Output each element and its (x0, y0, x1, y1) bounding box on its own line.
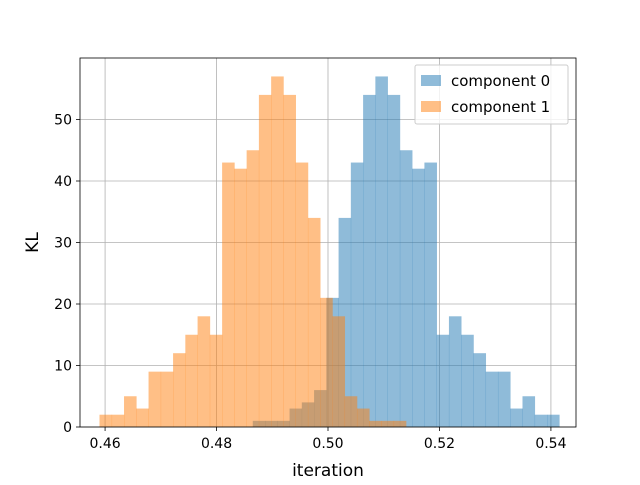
series-0-bar-12 (399, 150, 413, 427)
legend-swatch-0 (421, 75, 441, 86)
x-tick-label-2: 0.50 (312, 436, 343, 452)
series-1-bar-10 (222, 162, 235, 428)
series-0-bar-10 (375, 76, 388, 427)
series-0-bar-8 (350, 162, 364, 428)
series-1-bar-21 (356, 408, 370, 427)
legend-label-0: component 0 (451, 72, 550, 90)
x-tick-label-0: 0.46 (89, 436, 120, 452)
series-0-bar-21 (510, 408, 523, 427)
series-0-bar-13 (412, 168, 425, 427)
y-tick-label-2: 20 (54, 297, 72, 313)
series-0-bar-17 (461, 334, 474, 427)
x-tick-label-3: 0.52 (424, 436, 455, 452)
series-1-bar-5 (160, 371, 174, 427)
series-1-bar-11 (234, 168, 247, 427)
series-0-bar-23 (534, 414, 548, 427)
series-1-bar-3 (136, 408, 149, 427)
legend-swatch-1 (421, 101, 441, 112)
series-1-bar-0 (99, 414, 113, 427)
series-1-bar-9 (209, 334, 223, 427)
y-tick-label-4: 40 (54, 174, 72, 190)
y-tick-label-0: 0 (63, 420, 72, 436)
series-1-bar-8 (197, 316, 211, 427)
bars-layer (99, 76, 560, 428)
series-0-bar-19 (485, 371, 499, 427)
series-1-bar-18 (320, 297, 333, 427)
series-0-bar-9 (363, 94, 376, 428)
series-1-bar-6 (173, 353, 186, 427)
series-1-bar-1 (111, 414, 125, 427)
series-1-bar-2 (124, 396, 137, 427)
series-1-bar-23 (381, 420, 395, 427)
series-0-bar-14 (424, 162, 437, 428)
x-tick-label-4: 0.54 (535, 436, 566, 452)
series-0-bar-20 (497, 371, 511, 427)
series-0-bar-24 (547, 414, 560, 427)
series-1-bar-22 (369, 420, 382, 427)
series-0-bar-16 (448, 316, 462, 427)
y-tick-label-3: 30 (54, 236, 72, 252)
series-0-bar-22 (522, 396, 536, 427)
legend: component 0 component 1 (414, 64, 569, 125)
legend-frame (414, 64, 569, 125)
series-0-bar-11 (387, 94, 401, 428)
series-1-bar-24 (393, 420, 407, 427)
y-tick-label-5: 50 (54, 113, 72, 129)
y-tick-label-1: 10 (54, 359, 72, 375)
series-1-bar-16 (295, 162, 309, 428)
x-tick-label-1: 0.48 (201, 436, 232, 452)
series-0-bar-18 (473, 353, 487, 427)
series-1-bar-14 (271, 76, 284, 427)
series-1-bar-12 (246, 150, 260, 427)
series-0-bar-15 (436, 334, 450, 427)
series-1-bar-7 (185, 334, 198, 427)
legend-label-1: component 1 (451, 98, 550, 116)
series-1-bar-17 (307, 217, 321, 427)
series-1-bar-13 (258, 94, 272, 428)
series-1-bar-19 (332, 316, 346, 427)
y-axis-label: KL (23, 232, 43, 253)
series-1-bar-20 (344, 396, 358, 427)
ticks-layer: 0.46 0.48 0.50 0.52 0.54 0 10 20 30 40 50 (54, 113, 566, 453)
series-1-bar-15 (283, 94, 296, 428)
series-1-bars (99, 76, 407, 428)
x-axis-label: iteration (292, 461, 364, 480)
series-1-bar-4 (148, 371, 162, 427)
